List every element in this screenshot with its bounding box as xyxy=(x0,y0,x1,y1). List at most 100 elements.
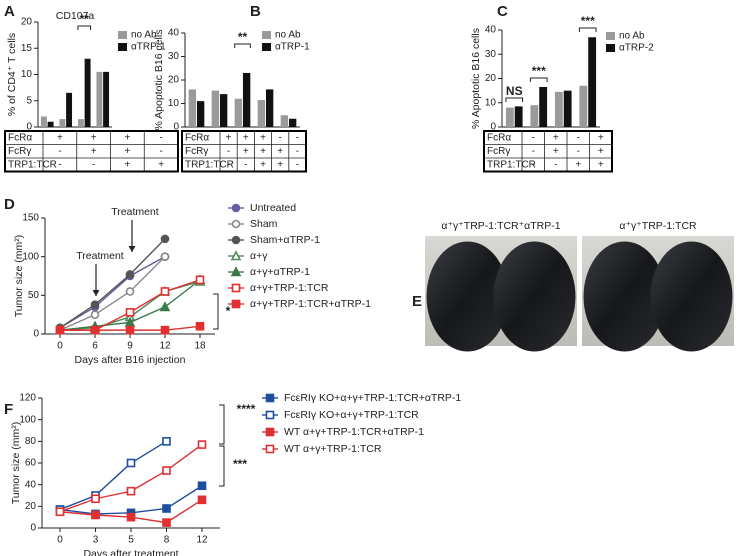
table-cell: + xyxy=(598,146,604,157)
table-cell: - xyxy=(92,159,95,170)
legend-label: Sham xyxy=(250,218,278,230)
x-tick-label: 0 xyxy=(57,535,63,546)
bar xyxy=(505,107,514,127)
series-line xyxy=(59,256,166,329)
y-tick-label: 10 xyxy=(168,98,180,109)
y-tick-label: 0 xyxy=(490,122,496,133)
table-border xyxy=(483,130,613,173)
series-line xyxy=(59,440,167,511)
legend-label: WT α+γ+TRP-1:TCR+αTRP-1 xyxy=(284,426,424,438)
legend-marker xyxy=(231,283,241,293)
legend-marker xyxy=(265,427,275,437)
table-cell: - xyxy=(532,159,535,170)
x-tick-label: 12 xyxy=(196,535,208,546)
table-row-label: FcRγ xyxy=(185,146,208,157)
table-cell: + xyxy=(226,132,232,143)
legend-label: WT α+γ+TRP-1:TCR xyxy=(284,443,382,455)
data-point xyxy=(125,270,135,279)
significance-bracket xyxy=(578,27,597,32)
table-cell: - xyxy=(227,146,230,157)
y-tick-label: 20 xyxy=(168,75,180,86)
panel-letter: B xyxy=(250,3,261,20)
data-point xyxy=(162,466,171,475)
panel-letter: E xyxy=(412,293,422,310)
bar xyxy=(242,72,251,127)
mouse xyxy=(583,241,666,352)
table-cell: - xyxy=(159,146,162,157)
bar xyxy=(59,119,66,127)
legend-label: no Ab xyxy=(619,31,645,42)
table-row-label: TRP1:TCR xyxy=(8,159,57,170)
y-tick-label: 20 xyxy=(21,17,33,28)
y-axis-label: % Apoptotic B16 cells xyxy=(470,28,482,129)
legend-label: α+γ xyxy=(250,250,268,262)
x-tick-label: 6 xyxy=(92,341,98,352)
table-row-label: FcRα xyxy=(185,132,209,143)
table-row-label: FcRα xyxy=(8,132,32,143)
y-tick-label: 30 xyxy=(168,51,180,62)
table-cell: + xyxy=(124,159,130,170)
table-cell: + xyxy=(260,146,266,157)
bar xyxy=(219,94,228,127)
significance-label: **** xyxy=(237,402,256,416)
significance-bracket xyxy=(505,97,524,102)
table-cell: + xyxy=(91,132,97,143)
panel-title: CD107a xyxy=(56,10,95,22)
table-cell: + xyxy=(598,159,604,170)
table-cell: + xyxy=(277,159,283,170)
significance-bracket xyxy=(529,77,548,82)
x-tick-label: 18 xyxy=(194,341,206,352)
arrow-head xyxy=(92,290,100,296)
y-axis-label: Tumor size (mm²) xyxy=(13,235,25,317)
y-tick-label: 80 xyxy=(25,436,37,447)
significance-label: ** xyxy=(80,12,90,26)
x-tick-label: 8 xyxy=(164,535,170,546)
legend-swatch xyxy=(606,32,615,40)
y-tick-label: 40 xyxy=(168,28,180,39)
legend-marker xyxy=(231,299,241,309)
legend-swatch xyxy=(118,43,127,51)
x-tick-label: 9 xyxy=(127,341,133,352)
mouse xyxy=(426,241,509,352)
data-point xyxy=(162,437,171,446)
bar xyxy=(554,91,563,127)
data-point xyxy=(160,325,170,335)
bar xyxy=(211,90,220,127)
x-tick-label: 12 xyxy=(159,341,171,352)
legend-marker xyxy=(265,444,275,454)
bar xyxy=(103,71,110,127)
data-point xyxy=(55,507,65,517)
table-cell: - xyxy=(58,146,61,157)
arrow-head xyxy=(128,246,136,252)
table-cell: - xyxy=(296,159,299,170)
significance-bracket xyxy=(219,404,225,445)
table-row-label: FcRγ xyxy=(8,146,31,157)
data-point xyxy=(91,510,100,520)
bar xyxy=(280,115,289,127)
photo-caption: α⁺γ⁺TRP-1:TCR xyxy=(619,220,697,232)
table-cell: + xyxy=(598,132,604,143)
table-cell: - xyxy=(532,146,535,157)
data-point xyxy=(126,458,136,468)
legend-marker xyxy=(265,410,275,420)
x-axis-label: Days after treatment xyxy=(83,548,178,556)
data-point xyxy=(160,234,170,244)
data-point xyxy=(159,301,171,312)
legend-label: αTRP-1 xyxy=(131,42,166,53)
table-cell: - xyxy=(577,132,580,143)
bar xyxy=(579,85,588,127)
x-tick-label: 3 xyxy=(93,535,99,546)
x-axis-label: Days after B16 injection xyxy=(75,354,186,366)
legend-label: α+γ+TRP-1:TCR+αTRP-1 xyxy=(250,298,371,310)
bar xyxy=(77,119,84,127)
legend-marker xyxy=(231,219,241,229)
table-cell: - xyxy=(244,159,247,170)
y-tick-label: 150 xyxy=(22,213,39,224)
data-point xyxy=(197,495,207,505)
mouse xyxy=(493,241,576,352)
table-cell: + xyxy=(575,159,581,170)
panel-letter: F xyxy=(4,401,13,418)
significance-label: *** xyxy=(532,64,546,78)
legend-marker xyxy=(265,393,275,403)
